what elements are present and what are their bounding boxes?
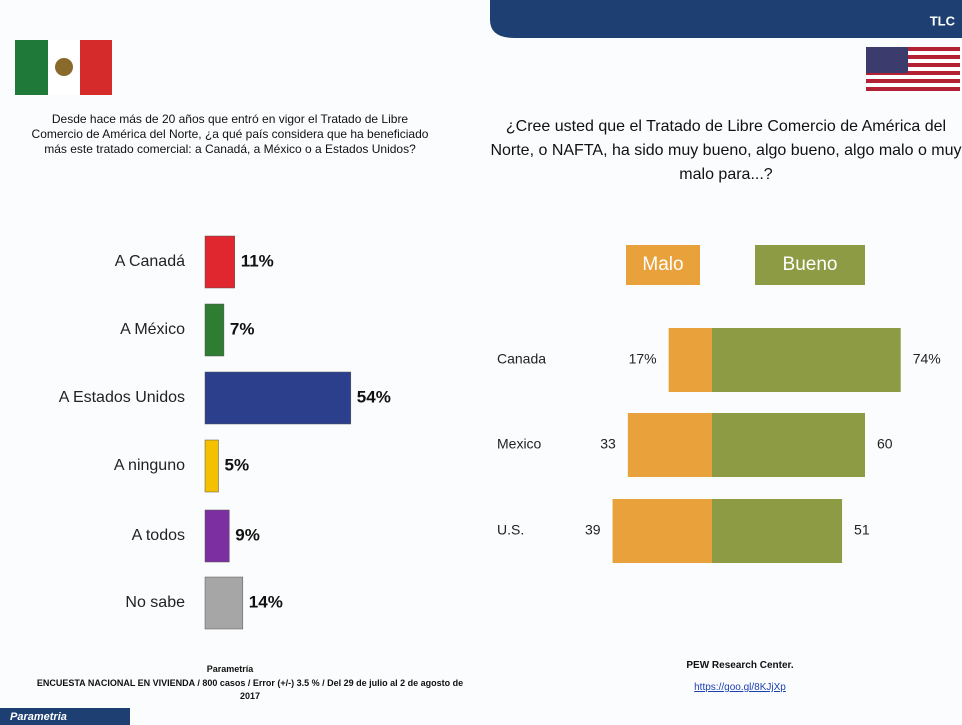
mexico-flag (15, 40, 112, 95)
legend-swatch (626, 245, 700, 285)
chart-2-link: https://goo.gl/8KJjXp (694, 682, 786, 693)
legend-label: Malo (642, 254, 683, 275)
bar-segment (668, 328, 712, 392)
bar-segment (712, 328, 901, 392)
bar (204, 371, 352, 425)
category-label: A todos (132, 527, 185, 544)
chart-2-source: PEW Research Center. (686, 660, 794, 671)
chart-1-source: Parametría (206, 664, 254, 674)
value-label: 17% (629, 351, 657, 367)
header-tag: TLC (930, 13, 956, 28)
value-label: 33 (600, 436, 616, 452)
value-label: 7% (230, 319, 255, 338)
value-label: 9% (235, 525, 260, 544)
bar (204, 509, 230, 563)
value-label: 39 (585, 522, 601, 538)
value-label: 11% (241, 251, 274, 270)
bar-segment (712, 499, 843, 563)
category-label: A Canadá (115, 253, 185, 270)
legend-swatch (755, 245, 865, 285)
chart-1-note: ENCUESTA NACIONAL EN VIVIENDA / 800 caso… (36, 678, 464, 701)
bar-segment (612, 499, 712, 563)
category-label: A ninguno (114, 457, 185, 474)
value-label: 51 (854, 522, 870, 538)
bar-segment (712, 413, 865, 477)
bar (204, 576, 244, 630)
bar (204, 235, 235, 289)
value-label: 5% (225, 455, 250, 474)
chart-1-title: Desde hace más de 20 años que entró en v… (31, 112, 429, 156)
category-label: Canada (497, 351, 546, 367)
footer-brand: Parametria (10, 711, 67, 723)
bar (204, 439, 219, 493)
us-flag (866, 47, 960, 95)
category-label: A Estados Unidos (59, 389, 185, 406)
value-label: 74% (913, 351, 941, 367)
legend-label: Bueno (783, 254, 838, 275)
value-label: 14% (249, 592, 283, 611)
header-band (490, 0, 962, 38)
value-label: 60 (877, 436, 893, 452)
chart-2-title: ¿Cree usted que el Tratado de Libre Come… (490, 118, 962, 183)
category-label: No sabe (125, 594, 185, 611)
category-label: A México (120, 321, 185, 338)
category-label: Mexico (497, 436, 542, 452)
bar-segment (627, 413, 712, 477)
bar (204, 303, 225, 357)
value-label: 54% (357, 387, 391, 406)
category-label: U.S. (497, 522, 524, 538)
footer-band (0, 708, 130, 725)
